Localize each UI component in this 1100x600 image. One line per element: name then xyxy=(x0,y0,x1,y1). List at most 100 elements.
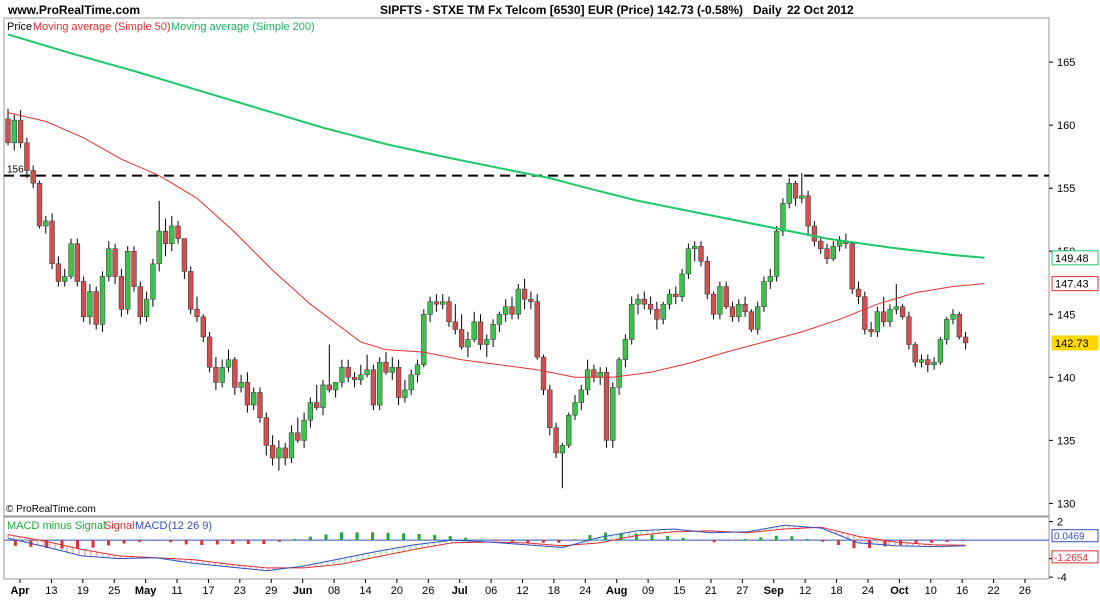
candle-up xyxy=(893,306,899,310)
macd-hist-bar xyxy=(153,540,157,541)
candle-down xyxy=(824,248,830,260)
x-tick-label: 24 xyxy=(862,585,874,597)
candle-up xyxy=(68,243,74,277)
candle-down xyxy=(200,316,206,338)
x-tick-label: May xyxy=(135,585,157,597)
macd-hist-bar xyxy=(169,540,173,543)
x-tick-label: 26 xyxy=(1019,585,1031,597)
ma50-line xyxy=(7,112,985,378)
macd-hist-bar xyxy=(588,535,592,541)
macd-legend-macd: MACD xyxy=(135,520,167,532)
candle-down xyxy=(855,288,862,297)
x-tick-label: 09 xyxy=(642,585,654,597)
candle-up xyxy=(408,374,414,391)
macd-hist-bar xyxy=(277,540,281,542)
candle-up xyxy=(679,273,685,297)
legend-ma200: Moving average (Simple 200) xyxy=(171,21,315,33)
x-tick-label: 18 xyxy=(548,585,560,597)
macd-line xyxy=(7,524,966,572)
x-tick-label: 10 xyxy=(925,585,937,597)
macd-hist-bar xyxy=(495,540,499,541)
x-tick-label: 16 xyxy=(956,585,968,597)
x-tick-label: 11 xyxy=(171,585,182,597)
macd-hist-bar xyxy=(836,540,840,546)
price-y-tick-label: 130 xyxy=(1057,498,1075,510)
candle-down xyxy=(5,118,11,144)
x-tick-label: 19 xyxy=(77,585,89,597)
legend-price: Price xyxy=(7,21,32,33)
x-tick-label: 20 xyxy=(391,585,403,597)
candle-down xyxy=(899,306,906,318)
candle-up xyxy=(799,195,805,199)
candle-down xyxy=(792,182,799,199)
macd-hist-bar xyxy=(681,537,685,541)
candle-up xyxy=(887,308,893,323)
x-tick-label: 12 xyxy=(516,585,528,597)
candle-down xyxy=(131,250,137,287)
candle-down xyxy=(477,321,484,345)
candle-down xyxy=(862,296,868,330)
candle-down xyxy=(80,281,87,318)
candle-down xyxy=(962,336,969,344)
candle-up xyxy=(610,387,616,441)
candle-down xyxy=(263,417,269,446)
candle-down xyxy=(509,306,515,315)
candle-down xyxy=(326,384,332,391)
price-y-tick-label: 155 xyxy=(1057,183,1075,195)
macd-badge-label: -1.2654 xyxy=(1054,553,1088,564)
candle-down xyxy=(188,271,194,310)
x-tick-label: 18 xyxy=(830,585,842,597)
x-tick-label: Oct xyxy=(890,585,909,597)
instrument-title: SIPFTS - STXE TM Fx Telcom [6530] EUR (P… xyxy=(380,3,654,17)
price-badge xyxy=(1051,250,1099,266)
x-tick-label: 06 xyxy=(485,585,497,597)
x-tick-label: 23 xyxy=(234,585,246,597)
candle-up xyxy=(786,182,792,204)
candle-up xyxy=(755,306,761,330)
candle-up xyxy=(780,203,786,232)
candle-down xyxy=(528,298,534,302)
candle-up xyxy=(629,303,635,340)
candle-up xyxy=(402,389,408,398)
candle-up xyxy=(169,225,175,244)
candle-up xyxy=(503,306,509,315)
price-y-tick-label: 135 xyxy=(1057,435,1075,447)
candle-up xyxy=(767,276,773,282)
x-tick-label: 25 xyxy=(108,585,120,597)
macd-hist-bar xyxy=(184,540,188,545)
candle-down xyxy=(723,286,729,307)
macd-hist-bar xyxy=(821,540,825,542)
candle-up xyxy=(584,369,591,391)
candle-up xyxy=(288,432,295,459)
macd-hist-bar xyxy=(805,538,809,541)
price-badge xyxy=(1051,335,1099,351)
candle-up xyxy=(666,293,673,305)
horizontal-line-label: 156 xyxy=(7,165,24,176)
candle-up xyxy=(150,263,156,300)
macd-hist-bar xyxy=(215,540,219,545)
candle-up xyxy=(597,372,603,378)
candle-down xyxy=(641,298,647,305)
macd-hist-bar xyxy=(572,539,576,541)
candle-down xyxy=(269,445,276,459)
candle-down xyxy=(345,366,351,378)
candle-up xyxy=(276,447,282,459)
macd-hist-bar xyxy=(417,533,421,541)
price-panel xyxy=(3,17,1050,517)
x-tick-label: 17 xyxy=(202,585,214,597)
macd-hist-bar xyxy=(635,533,639,541)
macd-hist-bar xyxy=(697,540,701,541)
macd-hist-bar xyxy=(510,540,514,542)
candle-down xyxy=(351,377,358,381)
candle-down xyxy=(906,316,912,345)
candle-up xyxy=(736,303,742,318)
candle-up xyxy=(931,361,937,365)
candle-down xyxy=(849,243,855,290)
macd-badge-label: 0.0469 xyxy=(1054,532,1085,543)
candle-down xyxy=(49,220,55,265)
candle-up xyxy=(918,359,925,363)
candle-down xyxy=(24,142,30,171)
macd-hist-bar xyxy=(557,540,561,543)
macd-hist-bar xyxy=(433,535,437,541)
